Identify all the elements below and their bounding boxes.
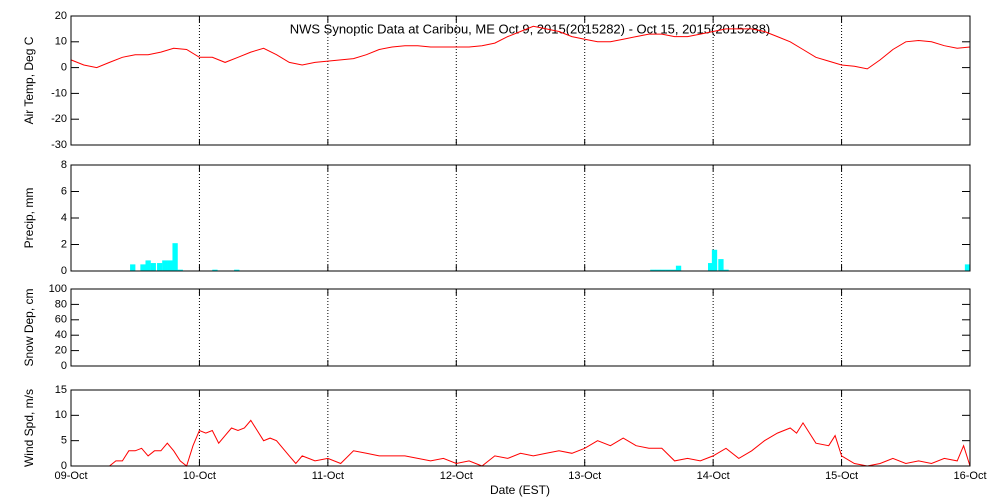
y-tick-label: 5	[61, 435, 67, 447]
y-tick-label: 10	[55, 36, 67, 48]
plot-frame	[70, 15, 971, 146]
bar	[140, 264, 146, 271]
x-tick-label: 15-Oct	[825, 470, 858, 482]
bar	[723, 269, 729, 271]
bar	[718, 259, 724, 271]
y-tick-label: 0	[61, 460, 67, 472]
bar	[665, 269, 671, 271]
x-tick-label: 11-Oct	[312, 470, 344, 482]
bar	[172, 243, 178, 271]
y-axis-label: Precip, mm	[22, 188, 36, 249]
bar	[212, 269, 218, 271]
y-tick-label: 2	[61, 238, 67, 250]
y-axis-label: Air Temp, Deg C	[22, 36, 36, 124]
bar	[670, 269, 677, 271]
y-tick-label: 0	[61, 265, 67, 277]
bar	[655, 269, 661, 271]
plot-frame	[70, 389, 971, 467]
bar	[145, 260, 151, 271]
y-tick-label: 0	[61, 360, 67, 372]
bar	[711, 249, 718, 271]
bar	[162, 260, 168, 271]
y-tick-label: 100	[49, 283, 67, 295]
bar	[650, 269, 656, 271]
y-tick-label: 20	[55, 345, 67, 357]
bar	[660, 269, 666, 271]
bar	[675, 265, 682, 271]
bar	[708, 263, 714, 271]
plot-frame	[70, 164, 971, 272]
y-axis-label: Snow Dep, cm	[22, 288, 36, 366]
y-tick-label: 40	[55, 329, 67, 341]
bar	[157, 263, 163, 271]
line	[70, 25, 971, 70]
plot-frame	[70, 288, 971, 367]
x-tick-label: 10-Oct	[183, 470, 216, 482]
chart-title: NWS Synoptic Data at Caribou, ME Oct 9, …	[290, 21, 771, 36]
x-tick-label: 09-Oct	[54, 470, 87, 482]
bar	[167, 260, 173, 271]
y-axis-label: Wind Spd, m/s	[22, 389, 36, 467]
bar	[964, 264, 971, 271]
y-tick-label: 15	[55, 384, 67, 396]
y-tick-label: 20	[55, 10, 67, 22]
y-tick-label: 4	[61, 212, 67, 224]
bar	[130, 264, 136, 271]
y-tick-label: 0	[61, 62, 67, 74]
x-axis-label: Date (EST)	[490, 483, 550, 497]
y-tick-label: -30	[51, 139, 67, 151]
y-tick-label: -10	[51, 87, 67, 99]
y-tick-label: 10	[55, 409, 67, 421]
x-tick-label: 12-Oct	[440, 470, 473, 482]
x-tick-label: 16-Oct	[953, 470, 986, 482]
y-tick-label: 60	[55, 314, 67, 326]
y-tick-label: 6	[61, 185, 67, 197]
line	[109, 419, 971, 467]
x-tick-label: 13-Oct	[568, 470, 601, 482]
x-tick-label: 14-Oct	[697, 470, 730, 482]
bar	[150, 263, 156, 271]
bar	[177, 269, 183, 271]
y-tick-label: 8	[61, 159, 67, 171]
y-tick-label: -20	[51, 113, 67, 125]
y-tick-label: 80	[55, 298, 67, 310]
bar	[234, 269, 240, 271]
